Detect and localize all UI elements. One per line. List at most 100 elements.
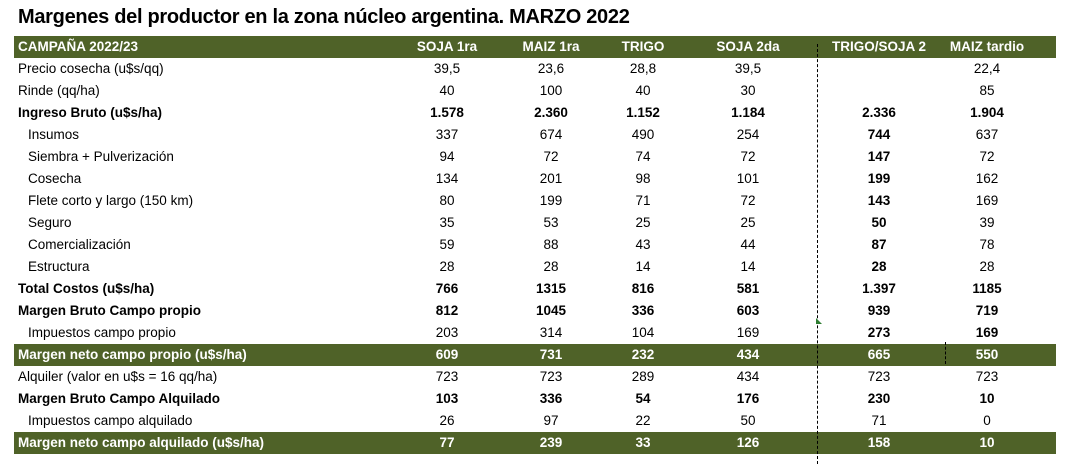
table-cell: 637 <box>975 127 999 142</box>
table-cell: 199 <box>539 193 563 208</box>
column-divider <box>817 44 818 464</box>
row-label: Margen Bruto Campo propio <box>18 303 201 318</box>
table-cell: 581 <box>736 281 760 296</box>
table-cell: 336 <box>539 391 563 406</box>
table-row: Insumos 337 674 490 254 744 637 <box>14 124 1056 146</box>
table-cell: 104 <box>631 325 655 340</box>
table-cell: 201 <box>539 171 563 186</box>
row-label: Insumos <box>28 127 80 142</box>
table-cell: 71 <box>871 413 887 428</box>
table-cell: 25 <box>740 215 756 230</box>
table-cell: 1045 <box>535 303 567 318</box>
table-cell: 199 <box>867 171 891 186</box>
table-row: Precio cosecha (u$s/qq) 39,5 23,6 28,8 3… <box>14 58 1056 80</box>
table-cell: 490 <box>631 127 655 142</box>
row-label: Comercialización <box>28 237 131 252</box>
table-cell: 23,6 <box>537 61 565 76</box>
row-label: Impuestos campo propio <box>28 325 176 340</box>
table-cell: 54 <box>635 391 651 406</box>
table-row: Margen Bruto Campo Alquilado 103 336 54 … <box>14 388 1056 410</box>
table-cell: 85 <box>979 83 995 98</box>
table-cell: 0 <box>983 413 991 428</box>
table-row: Margen Bruto Campo propio 812 1045 336 6… <box>14 300 1056 322</box>
table-cell: 126 <box>736 435 760 450</box>
table-header: CAMPAÑA 2022/23 SOJA 1ra MAIZ 1ra TRIGO … <box>14 36 1056 58</box>
table-cell: 30 <box>740 83 756 98</box>
page-title: Margenes del productor en la zona núcleo… <box>18 6 630 28</box>
table-cell: 609 <box>435 347 459 362</box>
table-cell: 134 <box>435 171 459 186</box>
column-divider <box>945 342 946 364</box>
table-cell: 39 <box>979 215 995 230</box>
table-cell: 53 <box>543 215 559 230</box>
row-label: Rinde (qq/ha) <box>18 83 100 98</box>
table-cell: 94 <box>439 149 455 164</box>
table-cell: 550 <box>975 347 999 362</box>
table-cell: 1.904 <box>970 105 1004 120</box>
table-cell: 434 <box>736 369 760 384</box>
table-cell: 44 <box>740 237 756 252</box>
table-cell: 28,8 <box>629 61 657 76</box>
cell-comment-marker <box>816 318 822 324</box>
table-cell: 10 <box>979 435 995 450</box>
table-cell: 723 <box>867 369 891 384</box>
table-cell: 230 <box>867 391 891 406</box>
header-col-trigo: TRIGO <box>621 39 665 54</box>
table-row: Seguro 35 53 25 25 50 39 <box>14 212 1056 234</box>
table-cell: 169 <box>975 325 999 340</box>
row-label: Ingreso Bruto (u$s/ha) <box>18 105 163 120</box>
table-cell: 147 <box>867 149 891 164</box>
table-cell: 2.336 <box>862 105 896 120</box>
table-row: Siembra + Pulverización 94 72 74 72 147 … <box>14 146 1056 168</box>
table-cell: 176 <box>736 391 760 406</box>
header-col-soja-2da: SOJA 2da <box>716 39 780 54</box>
table-row-total: Margen neto campo alquilado (u$s/ha) 77 … <box>14 432 1056 454</box>
table-cell: 72 <box>740 149 756 164</box>
table-cell: 1315 <box>535 281 567 296</box>
table-cell: 97 <box>543 413 559 428</box>
row-label: Seguro <box>28 215 72 230</box>
table-cell: 254 <box>736 127 760 142</box>
row-label: Estructura <box>28 259 90 274</box>
table-row: Alquiler (valor en u$s = 16 qq/ha) 723 7… <box>14 366 1056 388</box>
table-cell: 744 <box>867 127 891 142</box>
table-cell: 50 <box>740 413 756 428</box>
table-cell: 98 <box>635 171 651 186</box>
table-cell: 723 <box>975 369 999 384</box>
table-row: Ingreso Bruto (u$s/ha) 1.578 2.360 1.152… <box>14 102 1056 124</box>
margins-table: CAMPAÑA 2022/23 SOJA 1ra MAIZ 1ra TRIGO … <box>14 36 1056 454</box>
row-label: Alquiler (valor en u$s = 16 qq/ha) <box>18 369 218 384</box>
table-row: Rinde (qq/ha) 40 100 40 30 85 <box>14 80 1056 102</box>
table-cell: 35 <box>439 215 455 230</box>
row-label: Precio cosecha (u$s/qq) <box>18 61 164 76</box>
table-cell: 337 <box>435 127 459 142</box>
table-cell: 1.397 <box>862 281 896 296</box>
row-label: Cosecha <box>28 171 82 186</box>
table-row-total: Margen neto campo propio (u$s/ha) 609 73… <box>14 344 1056 366</box>
table-cell: 80 <box>439 193 455 208</box>
table-cell: 78 <box>979 237 995 252</box>
table-cell: 39,5 <box>433 61 461 76</box>
table-cell: 74 <box>635 149 651 164</box>
table-cell: 50 <box>871 215 887 230</box>
header-col-maiz-tardio: MAIZ tardio <box>949 39 1025 54</box>
table-cell: 723 <box>539 369 563 384</box>
table-cell: 101 <box>736 171 760 186</box>
row-label: Flete corto y largo (150 km) <box>28 193 194 208</box>
table-cell: 72 <box>740 193 756 208</box>
table-cell: 28 <box>871 259 887 274</box>
table-cell: 100 <box>539 83 563 98</box>
table-cell: 72 <box>979 149 995 164</box>
table-cell: 766 <box>435 281 459 296</box>
table-cell: 336 <box>631 303 655 318</box>
table-cell: 1.578 <box>430 105 464 120</box>
table-cell: 43 <box>635 237 651 252</box>
table-cell: 77 <box>439 435 455 450</box>
header-col-soja-1ra: SOJA 1ra <box>416 39 478 54</box>
table-cell: 28 <box>439 259 455 274</box>
table-cell: 203 <box>435 325 459 340</box>
table-row: Cosecha 134 201 98 101 199 162 <box>14 168 1056 190</box>
table-cell: 33 <box>635 435 651 450</box>
table-cell: 1.184 <box>731 105 765 120</box>
table-cell: 22 <box>635 413 651 428</box>
